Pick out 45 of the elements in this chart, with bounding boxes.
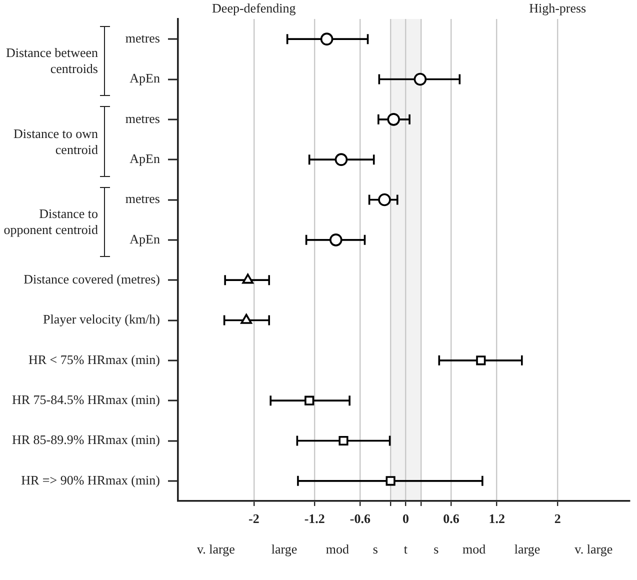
y-tick-label: Distance covered (metres) bbox=[24, 272, 160, 287]
text: s bbox=[372, 541, 378, 556]
x-tick-label: 0.6 bbox=[443, 511, 460, 526]
point bbox=[304, 396, 314, 406]
text: s bbox=[434, 541, 439, 556]
point bbox=[330, 234, 342, 246]
point bbox=[476, 356, 486, 366]
text: v. large bbox=[197, 541, 236, 556]
y-tick-label: metres bbox=[125, 110, 160, 126]
point bbox=[320, 32, 334, 46]
x-tick-label: 1.2 bbox=[488, 511, 505, 526]
text: Distance to opponent centroid bbox=[2, 206, 98, 238]
x-tick-label: -2 bbox=[248, 511, 260, 526]
y-tick-label: ApEn bbox=[130, 151, 160, 166]
text: Deep-defending bbox=[212, 0, 296, 16]
y-tick-label: metres bbox=[125, 30, 160, 46]
point bbox=[242, 274, 254, 284]
text: large bbox=[514, 541, 540, 556]
point bbox=[414, 72, 427, 86]
point bbox=[387, 113, 400, 126]
text: High-press bbox=[529, 0, 586, 16]
x-tick-label: -0.6 bbox=[350, 511, 371, 526]
point bbox=[378, 193, 391, 206]
text: t bbox=[404, 541, 408, 556]
point bbox=[386, 476, 396, 486]
text: Distance to own centroid bbox=[12, 126, 98, 158]
y-tick-label: Player velocity (km/h) bbox=[43, 312, 160, 327]
text: Distance between centroids bbox=[4, 45, 98, 78]
text: mod bbox=[326, 541, 350, 556]
point bbox=[334, 153, 348, 166]
text: large bbox=[271, 541, 298, 556]
point bbox=[240, 314, 252, 324]
text: mod bbox=[462, 541, 486, 556]
y-tick-label: metres bbox=[125, 191, 160, 206]
text: v. large bbox=[574, 541, 613, 556]
y-tick-label: ApEn bbox=[130, 70, 160, 86]
y-tick-label: HR < 75% HRmax (min) bbox=[28, 352, 160, 367]
x-tick-label: 2 bbox=[554, 511, 561, 526]
y-tick-label: HR 75-84.5% HRmax (min) bbox=[12, 392, 160, 408]
point bbox=[338, 436, 348, 446]
y-tick-label: ApEn bbox=[130, 231, 160, 246]
x-tick-label: -1.2 bbox=[304, 511, 325, 526]
y-tick-label: HR 85-89.9% HRmax (min) bbox=[12, 432, 160, 448]
x-tick-label: 0 bbox=[402, 511, 409, 526]
y-tick-label: HR => 90% HRmax (min) bbox=[21, 472, 160, 488]
